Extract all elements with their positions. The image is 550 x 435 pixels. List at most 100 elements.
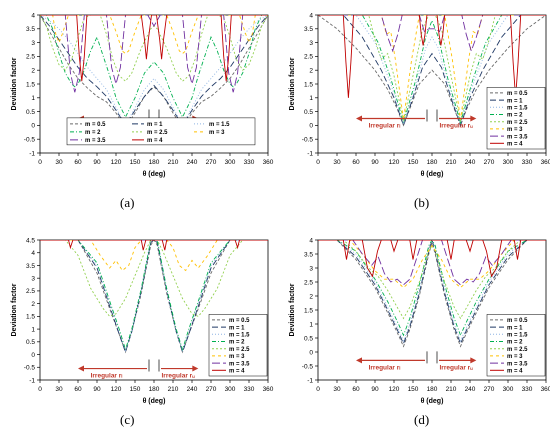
x-tick-label: 330 [244, 386, 255, 393]
legend-entry: m = 2.5 [507, 120, 528, 126]
x-tick-label: 180 [427, 159, 438, 166]
x-tick-label: 30 [55, 159, 63, 166]
right-arrow-head [470, 115, 477, 122]
legend-entry: m = 3 [229, 354, 245, 360]
y-tick-label: 4.5 [26, 237, 35, 244]
series-line-1 [40, 240, 268, 354]
x-tick-label: 300 [503, 386, 514, 393]
x-tick-label: 90 [93, 386, 101, 393]
series-line-1 [318, 15, 546, 127]
series-line-1-5 [40, 15, 268, 127]
legend-box [66, 117, 256, 146]
y-axis-label: Deviation factor [11, 283, 18, 336]
legend-entry: m = 1 [507, 98, 523, 104]
x-tick-label: 270 [206, 386, 217, 393]
panel-label-c: (c) [120, 412, 135, 427]
x-tick-label: 120 [111, 159, 122, 166]
chart-panel-b: 0 30 60 90 120 150 180 210 240 270 300 330 360-1-0.5… [289, 12, 550, 178]
series-group [318, 15, 546, 127]
series-line-2 [40, 15, 268, 119]
series-line-3 [318, 15, 546, 120]
x-tick-label: 330 [522, 386, 533, 393]
legend-entry: m = 3.5 [507, 361, 528, 367]
series-line-3-5 [318, 240, 546, 286]
legend-entry: m = 3.5 [229, 361, 250, 367]
right-arrow-label: Irregular rᵤ [440, 123, 474, 130]
left-arrow-head [356, 115, 362, 122]
legend-box [486, 314, 546, 377]
right-arrow-label: Irregular rᵤ [162, 373, 196, 380]
series-line-2 [318, 240, 546, 337]
legend-entry: m = 2.5 [229, 347, 250, 353]
y-tick-label: 2 [31, 68, 35, 75]
x-tick-label: 300 [225, 386, 236, 393]
x-tick-label: 150 [408, 386, 419, 393]
series-line-2-5 [318, 240, 546, 320]
x-tick-label: 210 [168, 159, 179, 166]
y-tick-label: -1 [307, 150, 313, 157]
legend-entry: m = 2 [507, 113, 523, 119]
y-tick-label: 1 [31, 326, 35, 333]
x-tick-label: 30 [333, 386, 341, 393]
chart-panel-c: 0 30 60 90 120 150 180 210 240 270 300 330 360-1-0.5… [11, 237, 274, 405]
x-tick-label: 360 [263, 159, 274, 166]
legend: m = 0.5m = 1m = 1.5m = 2m = 2.5m = 3m = … [208, 314, 268, 377]
x-tick-label: 120 [111, 386, 122, 393]
series-line-3 [318, 240, 546, 289]
series-line-3-5 [40, 15, 268, 93]
y-tick-label: 3 [309, 40, 313, 47]
x-tick-label: 120 [389, 159, 400, 166]
legend-entry: m = 0.5 [229, 318, 250, 324]
y-tick-label: 3.5 [26, 26, 35, 33]
x-tick-label: 120 [389, 386, 400, 393]
y-tick-label: -1 [29, 150, 35, 157]
y-tick-label: 0 [31, 352, 35, 359]
x-axis-label: θ (deg) [143, 171, 166, 178]
y-tick-label: 0 [309, 349, 313, 356]
x-tick-label: 150 [130, 386, 141, 393]
left-arrow-head [356, 357, 362, 364]
right-arrow-head [470, 357, 477, 364]
y-tick-label: 2.5 [304, 54, 313, 61]
chart-panel-a: 0 30 60 90 120 150 180 210 240 270 300 330 360-1-0.5… [11, 12, 274, 178]
legend-entry: m = 3 [507, 127, 523, 133]
series-line-2-5 [318, 15, 546, 122]
x-tick-label: 210 [168, 386, 179, 393]
x-tick-label: 0 [316, 386, 320, 393]
x-tick-label: 300 [225, 159, 236, 166]
y-tick-label: 0.5 [304, 335, 313, 342]
legend-entry: m = 3.5 [507, 134, 528, 140]
left-arrow-head [78, 365, 84, 372]
y-tick-label: 4 [309, 237, 313, 244]
y-tick-label: 0.5 [304, 109, 313, 116]
legend-entry: m = 2.5 [507, 347, 528, 353]
series-line-2 [318, 15, 546, 125]
y-tick-label: 2 [309, 68, 313, 75]
y-tick-label: 1 [309, 95, 313, 102]
x-tick-label: 360 [541, 159, 550, 166]
y-tick-label: 4 [31, 250, 35, 257]
series-group [40, 15, 268, 127]
x-tick-label: 90 [371, 386, 379, 393]
x-tick-label: 270 [484, 159, 495, 166]
x-tick-label: 60 [352, 386, 360, 393]
y-axis-label: Deviation factor [11, 57, 18, 110]
x-tick-label: 60 [74, 159, 82, 166]
x-tick-label: 30 [55, 386, 63, 393]
y-tick-label: 3.5 [26, 263, 35, 270]
legend-entry: m = 0.5 [507, 318, 528, 324]
legend-entry: m = 2.5 [147, 130, 168, 136]
y-tick-label: 3.5 [304, 251, 313, 258]
legend: m = 0.5m = 1m = 1.5m = 2m = 2.5m = 3m = … [486, 87, 546, 150]
x-tick-label: 60 [74, 386, 82, 393]
series-group [318, 240, 546, 348]
right-arrow-label: Irregular rᵤ [440, 364, 474, 371]
left-arrow-label: Irregular rₗ [369, 364, 401, 371]
x-tick-label: 180 [149, 386, 160, 393]
y-tick-label: 0 [31, 123, 35, 130]
y-axis-label: Deviation factor [289, 283, 296, 336]
legend-entry: m = 2 [507, 340, 523, 346]
x-tick-label: 360 [541, 386, 550, 393]
series-line-4 [318, 15, 546, 98]
